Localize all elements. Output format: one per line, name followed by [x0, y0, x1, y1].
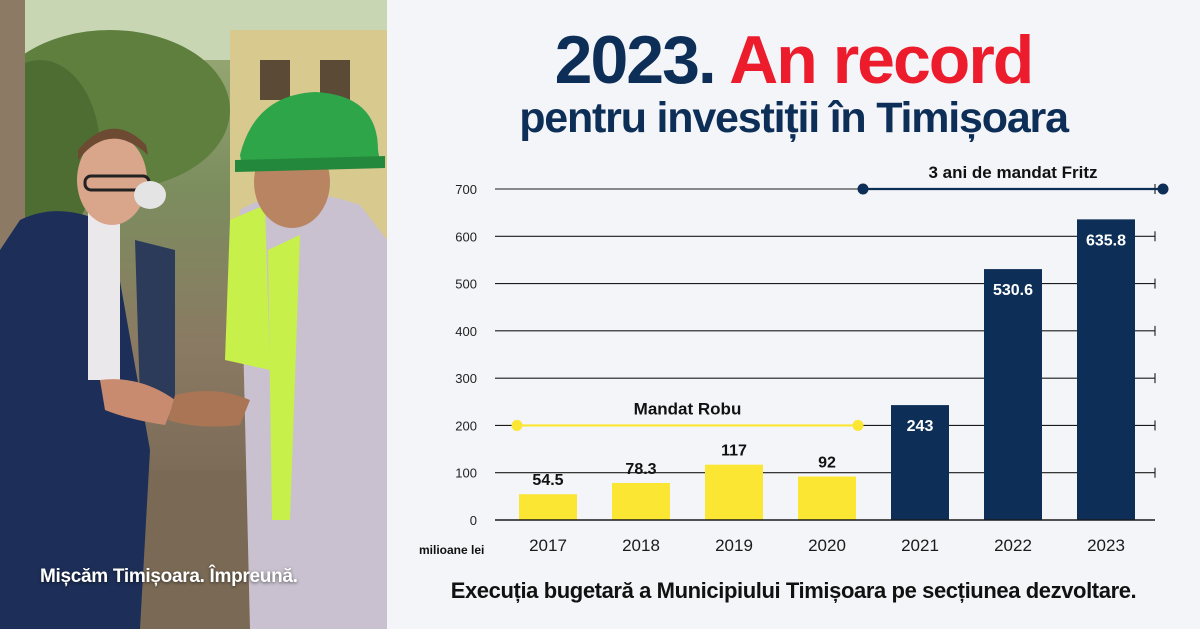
data-label: 243	[907, 418, 934, 435]
data-label: 117	[721, 443, 747, 460]
bar-2018	[612, 482, 670, 520]
data-label: 92	[818, 454, 836, 471]
x-tick-label: 2022	[994, 536, 1032, 555]
handshake-photo	[0, 0, 387, 629]
photo-slogan: Mișcăm Timișoara. Împreună.	[40, 566, 298, 587]
bar-2019	[705, 464, 763, 520]
x-tick-label: 2021	[901, 536, 939, 555]
x-tick-label: 2018	[622, 536, 660, 555]
page-subtitle: pentru investiții în Timișoara	[519, 94, 1069, 142]
bar-2021	[891, 405, 949, 520]
x-tick-label: 2019	[715, 536, 753, 555]
y-tick-label: 100	[455, 466, 477, 481]
y-tick-label: 400	[455, 324, 477, 339]
x-tick-label: 2020	[808, 536, 846, 555]
period-label: Mandat Robu	[634, 399, 742, 418]
photo-panel: Mișcăm Timișoara. Împreună.	[0, 0, 387, 629]
y-tick-label: 500	[455, 277, 477, 292]
investment-bar-chart: 0 100 200 300 400 500 600 700 54.5 2017 78.3 2018 11…	[419, 163, 1169, 557]
period-end-dot	[1157, 183, 1169, 195]
bar-2017	[519, 494, 577, 520]
page-title: 2023. An record	[387, 20, 1200, 100]
y-tick-label: 200	[455, 418, 477, 433]
bar-2023	[1077, 219, 1135, 520]
period-label: 3 ani de mandat Fritz	[928, 163, 1097, 182]
y-tick-label: 300	[455, 371, 477, 386]
period-start-dot	[511, 419, 523, 431]
y-axis-unit-label: milioane lei	[419, 543, 484, 557]
data-label: 54.5	[532, 472, 563, 489]
data-label: 530.6	[993, 282, 1033, 299]
bar-2022	[984, 269, 1042, 520]
title-highlight: An record	[729, 22, 1034, 98]
bar-2020	[798, 476, 856, 520]
x-tick-label: 2023	[1087, 536, 1125, 555]
data-label: 78.3	[625, 461, 656, 478]
chart-caption: Execuția bugetară a Municipiului Timișoa…	[450, 578, 1137, 603]
x-tick-label: 2017	[529, 536, 567, 555]
y-tick-label: 700	[455, 182, 477, 197]
y-tick-label: 0	[470, 513, 477, 528]
period-end-dot	[852, 419, 864, 431]
title-year: 2023.	[554, 22, 717, 98]
period-start-dot	[857, 183, 869, 195]
data-label: 635.8	[1086, 232, 1126, 249]
y-tick-label: 600	[455, 229, 477, 244]
